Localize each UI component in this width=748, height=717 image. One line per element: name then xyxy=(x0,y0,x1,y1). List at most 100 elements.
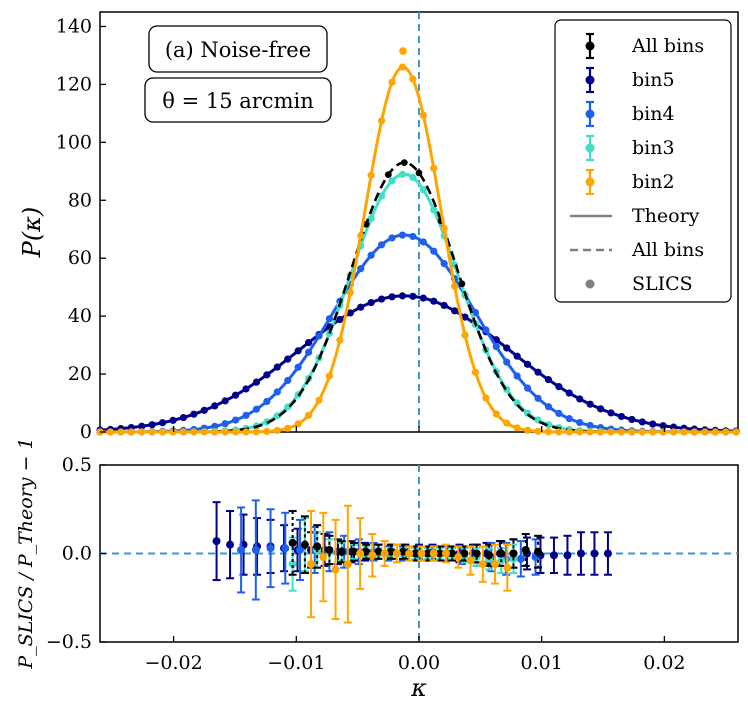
ratio-point-bin5 xyxy=(226,540,235,549)
slics-point-bin5 xyxy=(388,293,396,301)
legend-handle-dot-bin5 xyxy=(585,75,595,85)
slics-point-bin2 xyxy=(503,419,511,427)
ratio-point-all-bins xyxy=(435,549,444,558)
ratio-point-all-bins xyxy=(300,540,309,549)
ratio-point-all-bins xyxy=(448,549,457,558)
slics-point-bin4 xyxy=(513,372,521,380)
top-y-tick-label: 0 xyxy=(80,421,92,443)
slics-point-bin2 xyxy=(617,428,626,436)
ratio-point-all-bins xyxy=(423,549,432,558)
slics-point-bin2 xyxy=(304,411,313,419)
ratio-point-bin2 xyxy=(405,549,414,558)
ratio-point-bin2 xyxy=(392,549,401,558)
slics-point-bin2 xyxy=(398,63,407,71)
ratio-point-all-bins xyxy=(325,545,334,554)
bottom-y-axis-label: P_SLICS / P_Theory − 1 xyxy=(15,437,37,669)
ratio-point-bin5 xyxy=(563,551,572,560)
legend-label-bin4: bin4 xyxy=(632,103,675,125)
legend-handle-dot-bin4 xyxy=(585,109,595,119)
slics-point-bin3 xyxy=(388,177,396,185)
slics-point-bin2 xyxy=(680,428,688,436)
slics-point-bin2 xyxy=(638,428,646,436)
top-y-tick-label: 120 xyxy=(56,73,92,95)
slics-point-bin4 xyxy=(565,415,573,423)
top-plot-area xyxy=(96,12,740,436)
ratio-point-bin2 xyxy=(478,560,487,569)
slics-point-bin2 xyxy=(179,428,188,436)
slics-point-bin3 xyxy=(430,206,438,214)
slics-point-bin4 xyxy=(430,247,438,255)
ratio-point-all-bins xyxy=(472,549,481,558)
x-tick-label: −0.01 xyxy=(267,652,325,674)
slics-point-bin2 xyxy=(471,368,480,376)
ratio-point-bin2 xyxy=(441,549,450,558)
legend-label-bin3: bin3 xyxy=(632,137,675,159)
slics-point-bin2 xyxy=(701,428,709,436)
slics-point-bin4 xyxy=(492,343,500,351)
slics-point-bin5 xyxy=(179,413,188,422)
bottom-plot-area xyxy=(100,465,738,642)
ratio-point-all-bins xyxy=(399,547,408,556)
legend-label-all-bins-theory: All bins xyxy=(631,239,704,261)
slics-point-bin5 xyxy=(294,347,302,355)
slics-point-bin2 xyxy=(544,428,553,436)
ratio-point-bin2 xyxy=(307,560,316,569)
slics-point-bin2 xyxy=(325,372,334,380)
ratio-point-all-bins xyxy=(534,547,543,556)
slics-point-bin5 xyxy=(284,355,292,363)
slics-point-bin3 xyxy=(398,170,407,178)
slics-point-bin5 xyxy=(398,292,407,300)
slics-point-bin2 xyxy=(315,396,323,404)
slics-point-bin3 xyxy=(544,421,553,429)
slics-point-bin2 xyxy=(231,428,240,436)
slics-point-bin2 xyxy=(690,428,699,436)
top-y-tick-label: 20 xyxy=(68,363,92,385)
slics-point-bin4 xyxy=(576,418,584,427)
ratio-point-all-bins xyxy=(349,547,358,556)
ratio-point-bin5 xyxy=(549,551,558,560)
ratio-point-bin5 xyxy=(576,549,585,558)
slics-point-bin3 xyxy=(273,412,281,420)
slics-point-bin4 xyxy=(471,308,480,317)
top-y-tick-label: 140 xyxy=(56,15,92,37)
slics-point-bin3 xyxy=(377,192,386,200)
ratio-point-bin2 xyxy=(380,549,389,558)
slics-point-bin4 xyxy=(263,397,271,406)
slics-point-bin4 xyxy=(231,416,240,424)
slics-point-bin2 xyxy=(711,428,719,436)
ratio-point-all-bins xyxy=(374,547,383,556)
slics-point-bin2 xyxy=(513,424,521,432)
slics-point-bin5 xyxy=(231,391,240,399)
slics-point-bin2 xyxy=(482,394,490,402)
slics-point-bin2 xyxy=(294,420,302,428)
slics-point-bin4 xyxy=(221,420,229,428)
slics-point-bin5 xyxy=(523,360,532,368)
slics-point-bin2 xyxy=(576,428,584,436)
slics-point-bin4 xyxy=(377,241,386,249)
slics-point-bin5 xyxy=(148,421,156,429)
x-tick-labels: −0.02 −0.01 0.00 0.01 0.02 xyxy=(144,426,686,674)
slics-point-bin5 xyxy=(211,402,219,410)
ratio-point-all-bins xyxy=(460,549,469,558)
slics-point-bin5 xyxy=(430,297,438,305)
legend-handle-slics xyxy=(585,279,595,289)
slics-point-bin5 xyxy=(544,376,553,384)
slics-point-bin5 xyxy=(419,294,427,302)
slics-point-bin5 xyxy=(555,383,563,391)
ratio-point-bin2 xyxy=(343,560,352,569)
slics-point-bin2 xyxy=(659,428,667,436)
ratio-point-bin2 xyxy=(417,549,426,558)
slics-point-all-bins xyxy=(458,280,466,288)
slics-point-bin2 xyxy=(461,331,469,339)
annotation-theta: θ = 15 arcmin xyxy=(162,89,313,113)
slics-point-bin2 xyxy=(523,426,532,434)
slics-point-bin3 xyxy=(409,173,417,182)
slics-point-bin4 xyxy=(398,231,407,239)
slics-point-bin4 xyxy=(503,358,511,366)
legend-label-slics: SLICS xyxy=(632,273,693,295)
slics-point-bin2 xyxy=(430,164,438,172)
ratio-point-all-bins xyxy=(484,551,493,560)
slics-point-bin2 xyxy=(722,428,730,436)
slics-point-bin2 xyxy=(492,410,500,418)
ratio-point-bin4 xyxy=(281,544,290,553)
